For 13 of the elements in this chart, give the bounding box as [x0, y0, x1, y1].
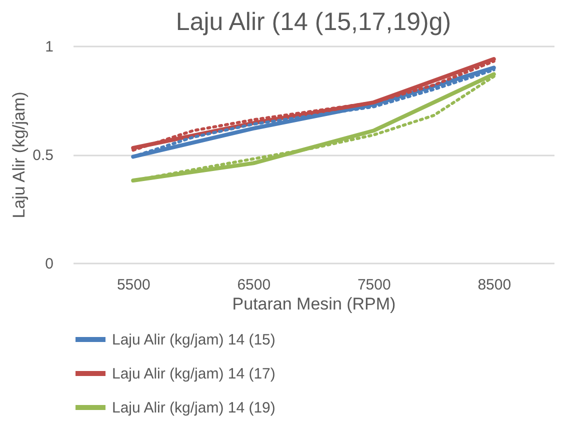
legend-label: Laju Alir (kg/jam) 14 (15) [112, 332, 276, 348]
x-tick-label: 5500 [116, 276, 150, 294]
x-tick-label: 7500 [357, 276, 391, 294]
y-tick-label: 1 [45, 38, 54, 56]
y-tick-label: 0.5 [32, 147, 54, 164]
legend-label: Laju Alir (kg/jam) 14 (19) [112, 400, 276, 416]
y-tick-label: 0 [45, 256, 54, 272]
y-axis-title: Laju Alir (kg/jam) [10, 92, 29, 218]
x-tick-label: 8500 [478, 276, 512, 294]
x-axis-title: Putaran Mesin (RPM) [232, 294, 396, 314]
x-tick-label: 6500 [237, 276, 271, 294]
chart-title: Laju Alir (14 (15,17,19)g) [176, 8, 452, 36]
legend-label: Laju Alir (kg/jam) 14 (17) [112, 366, 276, 382]
